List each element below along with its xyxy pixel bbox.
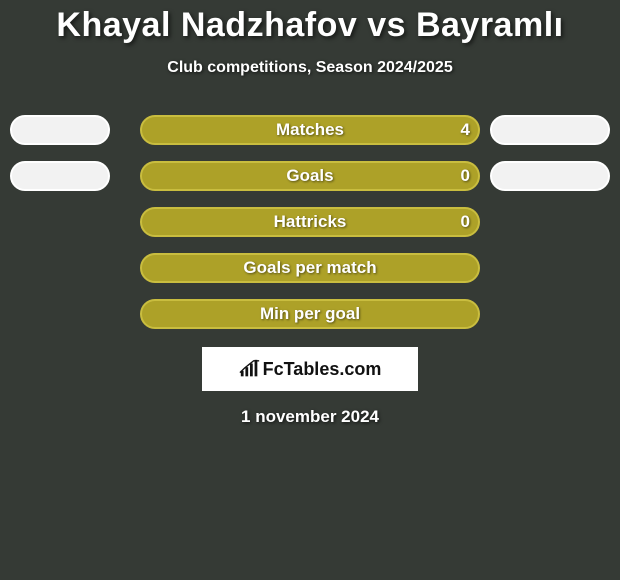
stat-value: 0 [461, 166, 470, 186]
stat-label: Goals [140, 166, 480, 186]
page-title: Khayal Nadzhafov vs Bayramlı [0, 0, 620, 45]
stat-row: Matches4 [0, 107, 620, 153]
stat-value: 4 [461, 120, 470, 140]
logo: FcTables.com [239, 359, 382, 380]
comparison-infographic: Khayal Nadzhafov vs Bayramlı Club compet… [0, 0, 620, 580]
logo-text: FcTables.com [263, 359, 382, 380]
right-comparison-bar [490, 161, 610, 191]
stat-row: Min per goal [0, 291, 620, 337]
left-comparison-bar [10, 115, 110, 145]
stat-label: Matches [140, 120, 480, 140]
right-comparison-bar [490, 115, 610, 145]
stat-row: Goals0 [0, 153, 620, 199]
chart-icon [239, 359, 261, 379]
page-subtitle: Club competitions, Season 2024/2025 [0, 59, 620, 77]
stat-value: 0 [461, 212, 470, 232]
stat-label: Hattricks [140, 212, 480, 232]
stat-row: Hattricks0 [0, 199, 620, 245]
left-comparison-bar [10, 161, 110, 191]
date-label: 1 november 2024 [0, 407, 620, 427]
logo-box: FcTables.com [202, 347, 418, 391]
stat-row: Goals per match [0, 245, 620, 291]
stat-label: Min per goal [140, 304, 480, 324]
stat-label: Goals per match [140, 258, 480, 278]
stat-rows: Matches4Goals0Hattricks0Goals per matchM… [0, 107, 620, 337]
